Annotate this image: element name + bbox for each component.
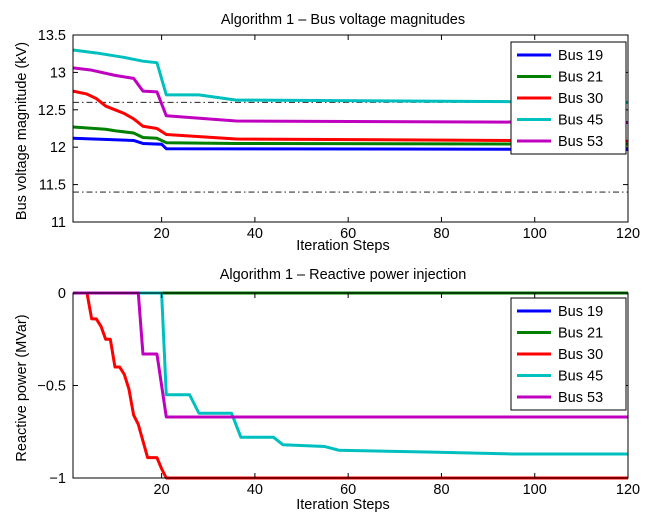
reactive-legend-label: Bus 45 bbox=[558, 369, 603, 385]
voltage-ytick-label: 12 bbox=[50, 140, 66, 156]
reactive-chart-xlabel: Iteration Steps bbox=[296, 497, 390, 513]
reactive-chart-title: Algorithm 1 – Reactive power injection bbox=[220, 267, 467, 283]
voltage-ytick-label: 13.5 bbox=[38, 28, 66, 44]
reactive-chart: Algorithm 1 – Reactive power injection 2… bbox=[14, 267, 640, 513]
reactive-legend-label: Bus 21 bbox=[558, 326, 603, 342]
reactive-legend-label: Bus 30 bbox=[558, 347, 603, 363]
voltage-ytick-label: 11 bbox=[51, 215, 66, 231]
voltage-xtick-label: 20 bbox=[154, 226, 170, 242]
reactive-xtick-label: 60 bbox=[340, 482, 356, 498]
reactive-xtick-label: 20 bbox=[154, 482, 170, 498]
reactive-ytick-label: −0.5 bbox=[37, 379, 66, 395]
voltage-chart-ylabel: Bus voltage magnitude (kV) bbox=[14, 42, 30, 220]
voltage-series-bus-21 bbox=[72, 125, 629, 146]
voltage-legend-label: Bus 53 bbox=[558, 134, 603, 150]
voltage-xtick-label: 120 bbox=[616, 226, 640, 242]
voltage-series-bus-53 bbox=[72, 66, 629, 125]
reactive-series-bus-30 bbox=[73, 291, 628, 480]
voltage-legend-label: Bus 45 bbox=[558, 113, 603, 129]
voltage-xtick-label: 60 bbox=[340, 226, 356, 242]
voltage-legend-label: Bus 30 bbox=[558, 91, 603, 107]
reactive-xtick-label: 100 bbox=[523, 482, 547, 498]
voltage-ytick-label: 11.5 bbox=[39, 178, 66, 194]
reactive-legend-label: Bus 19 bbox=[558, 304, 603, 320]
voltage-legend: Bus 19 Bus 21 Bus 30 Bus 45 Bus 53 bbox=[510, 41, 627, 155]
voltage-xtick-label: 40 bbox=[247, 226, 263, 242]
voltage-legend-label: Bus 19 bbox=[558, 48, 603, 64]
reactive-xtick-label: 120 bbox=[616, 482, 640, 498]
voltage-series-bus-19 bbox=[72, 136, 629, 151]
voltage-ytick-label: 13 bbox=[50, 65, 66, 81]
voltage-xtick-label: 80 bbox=[433, 226, 449, 242]
reactive-series-bus-45 bbox=[73, 291, 628, 456]
reactive-xtick-label: 80 bbox=[433, 482, 449, 498]
reactive-ytick-label: 0 bbox=[58, 286, 66, 302]
voltage-chart-xlabel: Iteration Steps bbox=[296, 238, 390, 254]
reactive-legend-label: Bus 53 bbox=[558, 390, 603, 406]
reactive-xtick-label: 40 bbox=[247, 482, 263, 498]
reactive-legend: Bus 19 Bus 21 Bus 30 Bus 45 Bus 53 bbox=[510, 297, 627, 411]
voltage-axes-frame bbox=[72, 34, 629, 223]
voltage-xtick-label: 100 bbox=[523, 226, 547, 242]
reactive-ytick-label: −1 bbox=[49, 471, 66, 487]
voltage-chart: Algorithm 1 – Bus voltage magnitudes 20 4… bbox=[14, 12, 640, 254]
voltage-series-bus-30 bbox=[72, 89, 629, 143]
reactive-chart-ylabel: Reactive power (MVar) bbox=[14, 314, 30, 461]
voltage-series-bus-45 bbox=[72, 48, 629, 104]
voltage-chart-title: Algorithm 1 – Bus voltage magnitudes bbox=[221, 12, 465, 28]
voltage-ytick-label: 12.5 bbox=[38, 103, 66, 119]
voltage-legend-label: Bus 21 bbox=[558, 70, 603, 86]
